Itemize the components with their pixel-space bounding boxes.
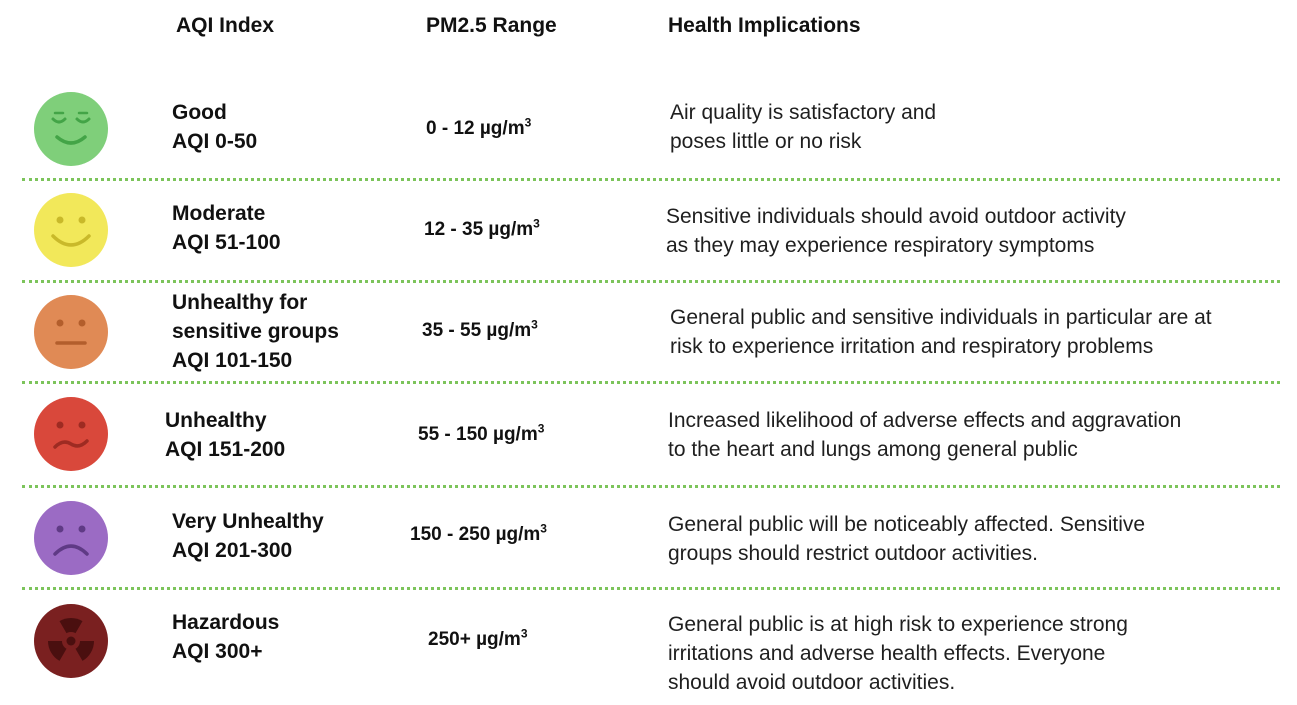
- category-name-line: sensitive groups: [172, 317, 402, 346]
- column-header-health-implications: Health Implications: [668, 14, 861, 38]
- pm25-value: 0 - 12 µg/m3: [426, 118, 531, 140]
- row-label: Unhealthy for sensitive groups AQI 101-1…: [172, 288, 402, 375]
- row-label: Hazardous AQI 300+: [172, 608, 402, 666]
- aqi-range: AQI 51-100: [172, 228, 402, 257]
- category-name-line: Unhealthy for: [172, 288, 402, 317]
- pm25-value: 250+ µg/m3: [428, 629, 528, 651]
- row-divider: [22, 178, 1280, 181]
- pm25-value: 35 - 55 µg/m3: [422, 320, 538, 342]
- content-face-icon: [33, 91, 109, 167]
- row-label: Moderate AQI 51-100: [172, 199, 402, 257]
- pm25-value: 55 - 150 µg/m3: [418, 424, 544, 446]
- aqi-range: AQI 101-150: [172, 346, 402, 375]
- smiling-face-icon: [33, 192, 109, 268]
- radiation-icon: [33, 603, 109, 679]
- frowning-face-icon: [33, 500, 109, 576]
- column-header-pm25-range: PM2.5 Range: [426, 14, 557, 38]
- row-label: Good AQI 0-50: [172, 98, 402, 156]
- confused-face-icon: [33, 396, 109, 472]
- health-text: General public will be noticeably affect…: [668, 510, 1288, 568]
- health-text: Air quality is satisfactory and poses li…: [670, 98, 1290, 156]
- aqi-range: AQI 201-300: [172, 536, 402, 565]
- row-label: Very Unhealthy AQI 201-300: [172, 507, 402, 565]
- category-name: Very Unhealthy: [172, 507, 402, 536]
- row-divider: [22, 485, 1280, 488]
- pm25-value: 12 - 35 µg/m3: [424, 219, 540, 241]
- category-name: Moderate: [172, 199, 402, 228]
- aqi-range: AQI 300+: [172, 637, 402, 666]
- row-divider: [22, 381, 1280, 384]
- health-text: Sensitive individuals should avoid outdo…: [666, 202, 1286, 260]
- row-divider: [22, 587, 1280, 590]
- row-label: Unhealthy AQI 151-200: [165, 406, 395, 464]
- aqi-range: AQI 0-50: [172, 127, 402, 156]
- pm25-value: 150 - 250 µg/m3: [410, 524, 547, 546]
- row-divider: [22, 280, 1280, 283]
- health-text: General public is at high risk to experi…: [668, 610, 1288, 697]
- health-text: Increased likelihood of adverse effects …: [668, 406, 1288, 464]
- category-name: Unhealthy: [165, 406, 395, 435]
- aqi-range: AQI 151-200: [165, 435, 395, 464]
- health-text: General public and sensitive individuals…: [670, 303, 1290, 361]
- category-name: Good: [172, 98, 402, 127]
- column-header-aqi-index: AQI Index: [176, 14, 274, 38]
- category-name: Hazardous: [172, 608, 402, 637]
- neutral-face-icon: [33, 294, 109, 370]
